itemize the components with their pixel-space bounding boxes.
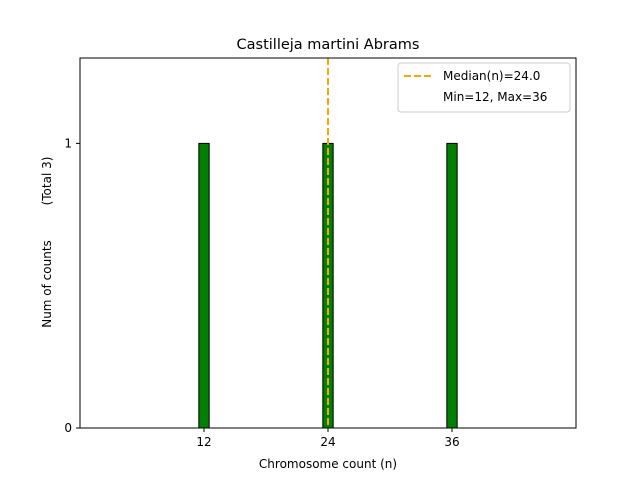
bars-layer <box>198 142 458 429</box>
bar <box>446 142 458 429</box>
legend-box <box>397 62 571 113</box>
chart-title: Castilleja martini Abrams <box>237 37 420 53</box>
legend-range-entry: Min=12, Max=36 <box>443 90 547 104</box>
x-tick-label: 36 <box>444 435 459 449</box>
y-axis-ticks: 01 <box>64 136 80 435</box>
bar <box>322 142 334 429</box>
x-tick-label: 24 <box>320 435 335 449</box>
bar <box>198 142 210 429</box>
legend-median-entry: Median(n)=24.0 <box>443 69 540 83</box>
y-axis-total-label: (Total 3) <box>40 157 54 206</box>
y-tick-label: 1 <box>64 136 72 150</box>
x-axis-label: Chromosome count (n) <box>259 457 397 471</box>
x-axis-ticks: 12 24 36 <box>196 428 460 449</box>
x-tick-label: 12 <box>196 435 211 449</box>
legend: Median(n)=24.0 Min=12, Max=36 <box>397 62 571 113</box>
y-tick-label: 0 <box>64 421 72 435</box>
y-axis-label: Num of counts <box>40 240 54 328</box>
